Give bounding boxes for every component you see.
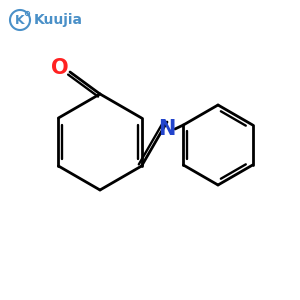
Text: O: O [51,58,69,78]
Text: K: K [15,14,25,26]
Text: N: N [158,119,176,139]
Text: Kuujia: Kuujia [34,13,83,27]
